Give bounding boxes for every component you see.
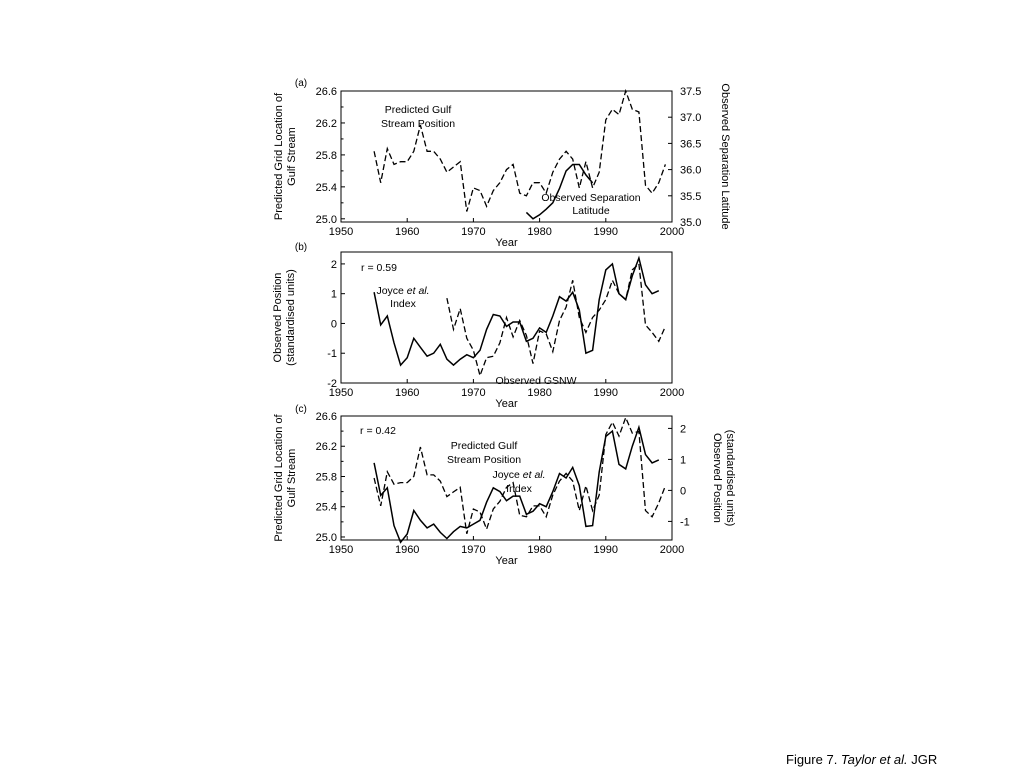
correlation-label: r = 0.42 xyxy=(360,425,396,437)
x-tick-label: 1980 xyxy=(527,544,551,556)
y2-tick-label: -1 xyxy=(680,516,690,528)
x-tick-label: 1980 xyxy=(527,387,551,399)
y-axis-label: Observed Position xyxy=(272,273,284,363)
dashed-series-line xyxy=(373,88,667,212)
y2-tick-label: 36.0 xyxy=(680,165,701,177)
panel-label: (a) xyxy=(295,78,307,89)
plot-frame xyxy=(340,90,673,223)
x-tick-label: 2000 xyxy=(660,226,684,238)
x-tick-label: 1960 xyxy=(395,544,419,556)
y2-tick-label: 37.0 xyxy=(680,112,701,124)
series-annotation: Stream Position xyxy=(381,118,455,130)
series-annotation: Predicted Gulf xyxy=(385,104,452,116)
y2-tick-label: 2 xyxy=(680,423,686,435)
y2-tick-label: 36.5 xyxy=(680,138,701,150)
y-tick-label: 25.4 xyxy=(316,182,337,194)
panel-label: (c) xyxy=(295,404,307,415)
x-tick-label: 1990 xyxy=(594,226,618,238)
x-tick-label: 1990 xyxy=(594,387,618,399)
y-axis-label: Gulf Stream xyxy=(286,449,298,508)
series-annotation: Observed GSNW xyxy=(495,375,576,387)
x-tick-label: 1970 xyxy=(461,226,485,238)
x-tick-label: 1950 xyxy=(329,226,353,238)
y-tick-label: 26.2 xyxy=(316,441,337,453)
y-tick-label: -1 xyxy=(327,348,337,360)
x-tick-label: 2000 xyxy=(660,544,684,556)
panel-c: (c) 1950 1960 1970 1980 1990 2000 Year 25.0 25.4 2… xyxy=(273,404,736,567)
x-tick-label: 1970 xyxy=(461,387,485,399)
plot-frame xyxy=(340,251,673,384)
y-axis-label: Predicted Grid Location of xyxy=(273,92,285,220)
series-annotation: Joyce et al. xyxy=(376,285,429,297)
y-tick-label: 2 xyxy=(331,259,337,271)
dashed-series-line xyxy=(446,262,666,378)
x-axis-label: Year xyxy=(495,398,518,410)
annotation-text: Joyce xyxy=(376,285,406,297)
plot-frame xyxy=(340,415,673,541)
y2-tick-label: 35.0 xyxy=(680,217,701,229)
y-tick-label: 26.2 xyxy=(316,118,337,130)
annotation-italic: et al. xyxy=(523,469,546,481)
series-annotation: Index xyxy=(390,298,416,310)
y-axis-label: (standardised units) xyxy=(285,269,297,366)
annotation-text: Joyce xyxy=(492,469,522,481)
y-tick-label: 25.0 xyxy=(316,214,337,226)
y-tick-label: 25.4 xyxy=(316,502,337,514)
series-annotation: Stream Position xyxy=(447,454,521,466)
series-annotation: Predicted Gulf xyxy=(451,440,518,452)
y2-tick-label: 37.5 xyxy=(680,86,701,98)
x-tick-label: 1990 xyxy=(594,544,618,556)
solid-series-line xyxy=(373,255,660,367)
y2-tick-label: 1 xyxy=(680,454,686,466)
caption-authors: Taylor et al. xyxy=(840,752,908,767)
x-tick-label: 1950 xyxy=(329,387,353,399)
y2-axis-label: Observed Position xyxy=(711,433,723,523)
y-tick-label: 26.6 xyxy=(316,411,337,423)
x-tick-label: 1950 xyxy=(329,544,353,556)
x-axis-label: Year xyxy=(495,555,518,567)
series-annotation: Latitude xyxy=(572,205,610,217)
x-tick-label: 1960 xyxy=(395,387,419,399)
y2-axis-label: (standardised units) xyxy=(724,430,736,527)
panel-a: (a) 1950 1960 1970 1980 1990 2000 Year 25.0 25.4 2… xyxy=(273,78,731,249)
y2-tick-label: 35.5 xyxy=(680,191,701,203)
x-axis-label: Year xyxy=(495,237,518,249)
x-tick-label: 2000 xyxy=(660,387,684,399)
figure-caption: Figure 7. Taylor et al. JGR xyxy=(786,752,937,767)
y2-axis-label: Observed Separation Latitude xyxy=(719,83,731,229)
y2-tick-label: 0 xyxy=(680,485,686,497)
y-tick-label: 1 xyxy=(331,289,337,301)
y-tick-label: 0 xyxy=(331,318,337,330)
x-tick-label: 1970 xyxy=(461,544,485,556)
y-tick-label: -2 xyxy=(327,378,337,390)
solid-series-line xyxy=(525,163,594,220)
x-tick-label: 1960 xyxy=(395,226,419,238)
series-annotation: Observed Separation xyxy=(541,192,640,204)
caption-prefix: Figure 7. xyxy=(786,752,841,767)
y-tick-label: 25.8 xyxy=(316,150,337,162)
series-annotation: Index xyxy=(506,483,532,495)
dashed-series-line xyxy=(373,415,667,534)
series-annotation: Joyce et al. xyxy=(492,469,545,481)
panel-label: (b) xyxy=(295,242,307,253)
x-tick-label: 1980 xyxy=(527,226,551,238)
caption-journal: JGR xyxy=(907,752,938,767)
annotation-italic: et al. xyxy=(407,285,430,297)
correlation-label: r = 0.59 xyxy=(361,262,397,274)
y-tick-label: 26.6 xyxy=(316,86,337,98)
y-tick-label: 25.0 xyxy=(316,532,337,544)
y-tick-label: 25.8 xyxy=(316,471,337,483)
panel-b: (b) 1950 1960 1970 1980 1990 2000 Year -2 -1 0 1 2 Ob… xyxy=(272,242,684,410)
y-axis-label: Predicted Grid Location of xyxy=(273,413,285,541)
y-axis-label: Gulf Stream xyxy=(286,127,298,186)
